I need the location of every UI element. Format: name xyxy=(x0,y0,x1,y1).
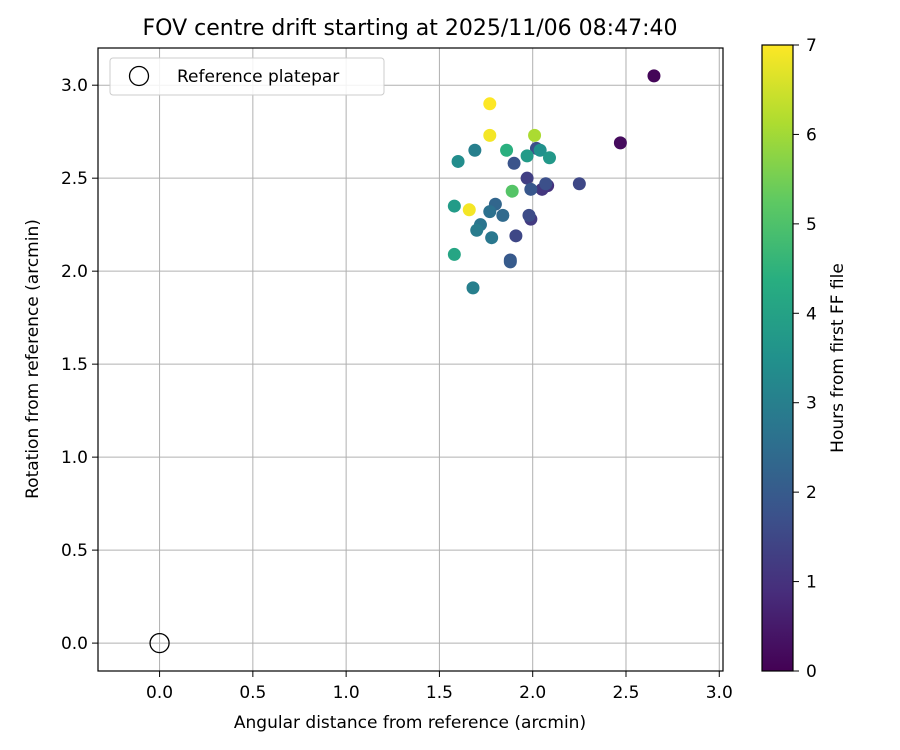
x-tick-label: 3.0 xyxy=(706,683,733,703)
plot-frame xyxy=(97,47,724,672)
y-tick-label: 0.0 xyxy=(61,634,88,654)
data-point xyxy=(520,149,534,163)
colorbar-tick-label: 2 xyxy=(806,483,817,503)
reference-marker-layer xyxy=(149,632,170,654)
data-point xyxy=(647,69,661,83)
y-axis-ticks: 0.0 0.5 1.0 1.5 2.0 2.5 3.0 xyxy=(61,76,98,654)
colorbar xyxy=(761,44,794,672)
data-point xyxy=(572,177,586,191)
data-point xyxy=(451,154,465,168)
colorbar-tick-label: 5 xyxy=(806,215,817,235)
data-point xyxy=(483,205,497,219)
data-point xyxy=(528,128,542,142)
x-tick-label: 1.0 xyxy=(333,683,360,703)
data-point xyxy=(447,247,461,261)
data-point xyxy=(496,208,510,222)
y-tick-label: 0.5 xyxy=(61,541,88,561)
reference-platepar-marker xyxy=(149,632,170,654)
legend-box xyxy=(109,57,385,96)
colorbar-tick-label: 3 xyxy=(806,394,817,414)
colorbar-label: Hours from first FF file xyxy=(828,263,848,453)
data-point xyxy=(500,143,514,157)
data-point xyxy=(485,231,499,245)
colorbar-tick-label: 0 xyxy=(806,662,817,682)
chart-title: FOV centre drift starting at 2025/11/06 … xyxy=(143,16,678,41)
grid-lines xyxy=(98,48,723,671)
colorbar-tick-label: 7 xyxy=(806,36,817,56)
colorbar-tick-label: 1 xyxy=(806,573,817,593)
colorbar-ticks: 0 1 2 3 4 5 6 7 xyxy=(793,36,817,682)
y-tick-label: 3.0 xyxy=(61,76,88,96)
x-tick-label: 2.0 xyxy=(519,683,546,703)
data-point xyxy=(466,281,480,295)
legend-marker xyxy=(128,65,150,87)
y-tick-label: 2.5 xyxy=(61,169,88,189)
y-tick-label: 1.0 xyxy=(61,448,88,468)
legend: Reference platepar xyxy=(109,57,385,96)
data-point xyxy=(447,199,461,213)
data-point xyxy=(468,143,482,157)
data-point xyxy=(542,151,556,165)
y-axis-label: Rotation from reference (arcmin) xyxy=(23,219,43,499)
x-tick-label: 2.5 xyxy=(612,683,639,703)
colorbar-tick-label: 4 xyxy=(806,304,817,324)
data-point xyxy=(470,223,484,237)
data-point xyxy=(520,171,534,185)
data-point xyxy=(483,97,497,111)
x-axis-ticks: 0.0 0.5 1.0 1.5 2.0 2.5 3.0 xyxy=(146,671,733,703)
data-point xyxy=(503,255,517,269)
data-point xyxy=(507,156,521,170)
data-point xyxy=(462,203,476,217)
data-point xyxy=(533,143,547,157)
data-point xyxy=(524,182,538,196)
data-points xyxy=(447,69,661,295)
x-tick-label: 0.0 xyxy=(146,683,173,703)
data-point xyxy=(505,184,519,198)
data-point xyxy=(613,136,627,150)
y-tick-label: 2.0 xyxy=(61,262,88,282)
data-point xyxy=(522,208,536,222)
colorbar-tick-label: 6 xyxy=(806,125,817,145)
data-point xyxy=(539,177,553,191)
x-tick-label: 1.5 xyxy=(426,683,453,703)
x-tick-label: 0.5 xyxy=(239,683,266,703)
data-point xyxy=(483,128,497,142)
x-axis-label: Angular distance from reference (arcmin) xyxy=(234,713,586,733)
legend-entry: Reference platepar xyxy=(177,67,339,87)
data-point xyxy=(509,229,523,243)
y-tick-label: 1.5 xyxy=(61,355,88,375)
